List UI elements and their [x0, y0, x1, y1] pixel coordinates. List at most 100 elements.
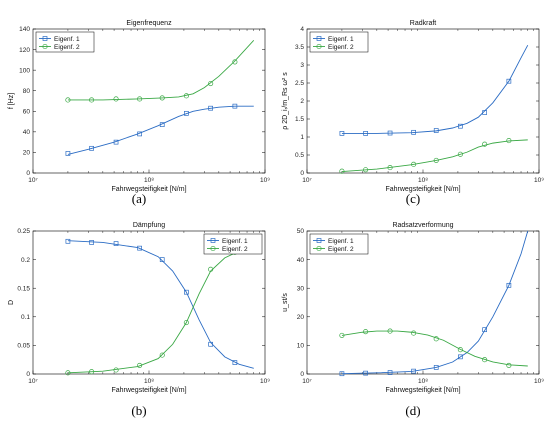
chart-title: Eigenfrequenz — [126, 20, 172, 27]
data-point-eigenf-1 — [113, 139, 119, 145]
series-line-2 — [67, 246, 254, 374]
data-point-eigenf-1 — [159, 122, 165, 128]
y-tick-label: 0.1 — [21, 314, 30, 321]
legend-label: Eigenf. 1 — [222, 238, 248, 245]
data-point-eigenf-1 — [387, 130, 393, 136]
y-tick-label: 80 — [23, 88, 31, 95]
data-point-eigenf-1 — [137, 245, 142, 251]
data-point-eigenf-1 — [458, 123, 463, 129]
chart-panel-b: 0 0.05 0.1 0.15 0.2 0.25 10⁷ 10⁸ 10⁹ Dämpfung Fahr… — [8, 222, 270, 394]
y-tick-label: 30 — [297, 285, 305, 292]
data-point-eigenf-2 — [159, 95, 165, 101]
y-axis-label: D — [8, 300, 15, 305]
x-tick-label: 10⁸ — [418, 177, 428, 184]
data-point-eigenf-1 — [184, 110, 189, 116]
y-tick-label: 60 — [23, 108, 31, 115]
data-point-eigenf-1 — [89, 240, 94, 245]
y-tick-label: 3.5 — [295, 44, 304, 51]
data-point-eigenf-2 — [113, 367, 119, 373]
data-point-eigenf-2 — [433, 157, 439, 163]
y-tick-label: 4 — [300, 26, 304, 33]
y-tick-label: 0.5 — [295, 152, 304, 159]
chart-panel-d: 0 10 20 30 40 50 10⁷ 10⁸ 10⁹ Radsatzverformung Fah… — [282, 222, 544, 394]
x-axis-label: Fahrwegsteifigkeit [N/m] — [385, 186, 460, 193]
data-point-eigenf-1 — [65, 238, 71, 244]
data-point-eigenf-2 — [387, 165, 393, 171]
data-point-eigenf-2 — [137, 362, 143, 368]
series-line-1 — [67, 240, 254, 369]
data-point-eigenf-1 — [482, 110, 488, 115]
series-line-1 — [341, 230, 529, 375]
data-point-eigenf-2 — [482, 141, 488, 147]
chart-title: Radkraft — [410, 20, 437, 27]
data-point-eigenf-1 — [482, 327, 488, 333]
legend-label: Eigenf. 1 — [328, 36, 354, 43]
legend-box — [203, 233, 263, 255]
data-point-eigenf-2 — [457, 347, 463, 353]
y-tick-label: 1.5 — [295, 116, 304, 123]
data-point-eigenf-1 — [411, 368, 416, 374]
data-point-eigenf-2 — [183, 319, 189, 326]
y-tick-label: 40 — [23, 129, 31, 136]
y-tick-label: 0.2 — [21, 257, 30, 264]
data-point-eigenf-1 — [387, 370, 393, 375]
legend-marker-square — [42, 36, 48, 41]
y-axis-label: ρ 2D_iᵣ/m_Rs ω² s — [282, 72, 289, 130]
caption-c: (c) — [405, 191, 421, 206]
y-tick-label: 140 — [19, 26, 30, 33]
x-tick-label: 10⁹ — [534, 177, 544, 184]
legend-box — [309, 233, 369, 255]
data-point-eigenf-2 — [65, 370, 71, 376]
data-point-eigenf-1 — [184, 289, 189, 295]
y-tick-label: 0 — [26, 170, 30, 177]
legend-marker-square — [316, 36, 322, 41]
data-point-eigenf-2 — [411, 330, 417, 336]
data-point-eigenf-1 — [89, 145, 94, 151]
data-point-eigenf-1 — [411, 129, 416, 135]
series-line-2 — [341, 330, 528, 367]
data-point-eigenf-2 — [339, 168, 345, 174]
y-tick-label: 2.5 — [295, 80, 304, 87]
y-tick-label: 20 — [297, 314, 305, 321]
data-point-eigenf-2 — [363, 329, 369, 335]
series-line-1 — [67, 105, 254, 155]
data-point-eigenf-1 — [113, 241, 119, 246]
x-axis-label: Fahrwegsteifigkeit [N/m] — [111, 387, 186, 394]
y-tick-label: 2 — [300, 98, 304, 105]
data-point-eigenf-1 — [65, 151, 71, 156]
data-point-eigenf-2 — [232, 59, 238, 65]
caption-d: (d) — [405, 403, 421, 418]
y-tick-label: 0.05 — [17, 343, 30, 350]
legend-box — [35, 31, 95, 53]
data-point-eigenf-2 — [433, 336, 439, 342]
x-tick-label: 10⁷ — [28, 177, 38, 184]
y-tick-label: 0 — [300, 371, 304, 378]
data-point-eigenf-2 — [506, 362, 512, 368]
series-line-2 — [341, 139, 528, 173]
data-point-eigenf-2 — [89, 369, 95, 375]
chart-title: Radsatzverformung — [392, 222, 453, 229]
data-point-eigenf-2 — [208, 80, 214, 87]
y-tick-label: 20 — [23, 150, 31, 157]
data-point-eigenf-2 — [89, 97, 95, 103]
data-point-eigenf-1 — [433, 128, 439, 133]
x-tick-label: 10⁷ — [302, 378, 312, 385]
x-axis-label: Fahrwegsteifigkeit [N/m] — [385, 387, 460, 394]
legend-label: Eigenf. 2 — [222, 246, 248, 253]
y-tick-label: 0 — [300, 170, 304, 177]
data-point-eigenf-1 — [433, 365, 439, 370]
data-point-eigenf-2 — [387, 328, 393, 334]
data-point-eigenf-1 — [232, 360, 238, 365]
legend-marker-circle — [210, 245, 216, 252]
data-point-eigenf-1 — [208, 105, 214, 111]
legend-marker-circle — [42, 43, 48, 50]
x-tick-label: 10⁸ — [144, 378, 154, 385]
y-tick-label: 0.15 — [17, 285, 30, 292]
y-tick-label: 3 — [300, 62, 304, 69]
chart-title: Dämpfung — [133, 222, 165, 229]
data-point-eigenf-1 — [363, 370, 368, 376]
data-point-eigenf-1 — [137, 131, 142, 137]
legend-label: Eigenf. 2 — [54, 44, 80, 51]
